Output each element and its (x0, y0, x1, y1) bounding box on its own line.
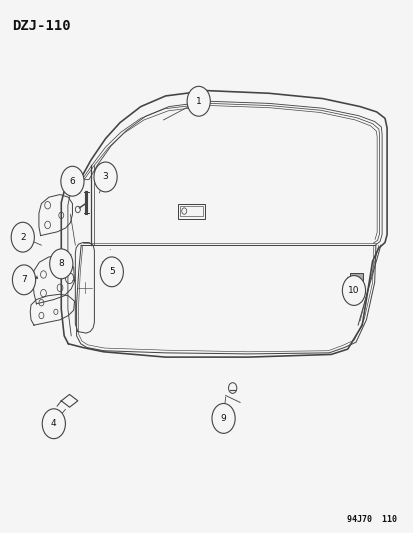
Bar (349, 273, 363, 281)
Text: 3: 3 (102, 173, 108, 181)
Text: 5: 5 (109, 268, 114, 276)
Text: 1: 1 (195, 97, 201, 106)
Circle shape (94, 162, 117, 192)
Text: ·: · (108, 246, 111, 255)
Circle shape (100, 257, 123, 287)
Circle shape (61, 166, 84, 196)
Text: 8: 8 (58, 260, 64, 268)
Circle shape (342, 276, 365, 305)
Circle shape (50, 249, 73, 279)
Text: 4: 4 (51, 419, 57, 428)
Text: 2: 2 (20, 233, 26, 241)
Text: 94J70  110: 94J70 110 (347, 515, 396, 524)
Circle shape (228, 383, 236, 393)
Text: DZJ-110: DZJ-110 (12, 19, 71, 33)
Circle shape (187, 86, 210, 116)
Circle shape (11, 222, 34, 252)
Circle shape (42, 409, 65, 439)
Circle shape (12, 265, 36, 295)
Text: 10: 10 (347, 286, 359, 295)
Circle shape (211, 403, 235, 433)
Text: 6: 6 (69, 177, 75, 185)
Text: 7: 7 (21, 276, 27, 284)
Text: 9: 9 (220, 414, 226, 423)
Bar (178, 204, 204, 219)
Bar (180, 206, 202, 216)
